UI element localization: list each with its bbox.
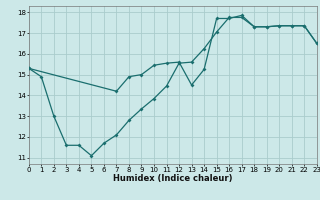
- X-axis label: Humidex (Indice chaleur): Humidex (Indice chaleur): [113, 174, 233, 183]
